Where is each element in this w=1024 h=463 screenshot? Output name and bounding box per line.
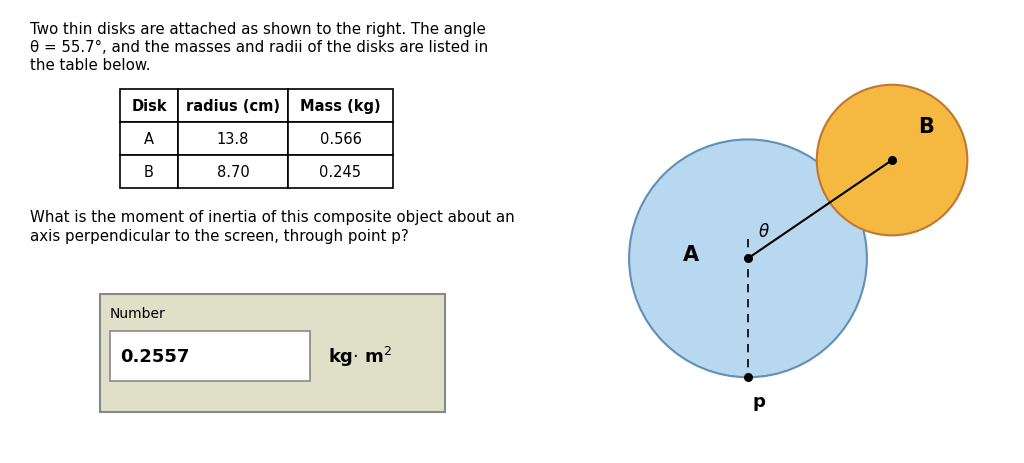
Text: 8.70: 8.70 (217, 165, 250, 180)
Bar (178, 90, 288, 123)
Text: the table below.: the table below. (30, 58, 151, 73)
Text: Disk: Disk (131, 99, 167, 114)
Text: 0.245: 0.245 (319, 165, 361, 180)
Text: Mass (kg): Mass (kg) (300, 99, 381, 114)
Text: 0.566: 0.566 (319, 131, 361, 147)
Bar (100, 294, 445, 412)
Text: What is the moment of inertia of this composite object about an: What is the moment of inertia of this co… (30, 210, 515, 225)
Bar (120, 123, 178, 156)
Text: A: A (144, 131, 154, 147)
Text: Two thin disks are attached as shown to the right. The angle: Two thin disks are attached as shown to … (30, 22, 485, 37)
Text: 0.2557: 0.2557 (120, 347, 189, 365)
Bar (288, 123, 393, 156)
Text: θ: θ (759, 223, 768, 241)
Text: radius (cm): radius (cm) (186, 99, 280, 114)
Text: Number: Number (110, 307, 166, 320)
Bar (120, 90, 178, 123)
Text: kg$\cdot$ m$^2$: kg$\cdot$ m$^2$ (328, 344, 392, 368)
Bar (178, 156, 288, 188)
Text: p: p (753, 392, 766, 410)
Bar (110, 332, 310, 381)
Bar (120, 156, 178, 188)
Text: axis perpendicular to the screen, through point p?: axis perpendicular to the screen, throug… (30, 229, 409, 244)
Text: A: A (683, 245, 698, 265)
Bar (178, 123, 288, 156)
Bar (288, 90, 393, 123)
Text: θ = 55.7°, and the masses and radii of the disks are listed in: θ = 55.7°, and the masses and radii of t… (30, 40, 488, 55)
Bar (288, 156, 393, 188)
Text: B: B (919, 117, 934, 137)
Circle shape (817, 86, 968, 236)
Text: B: B (144, 165, 154, 180)
Text: 13.8: 13.8 (217, 131, 249, 147)
Circle shape (629, 140, 867, 377)
